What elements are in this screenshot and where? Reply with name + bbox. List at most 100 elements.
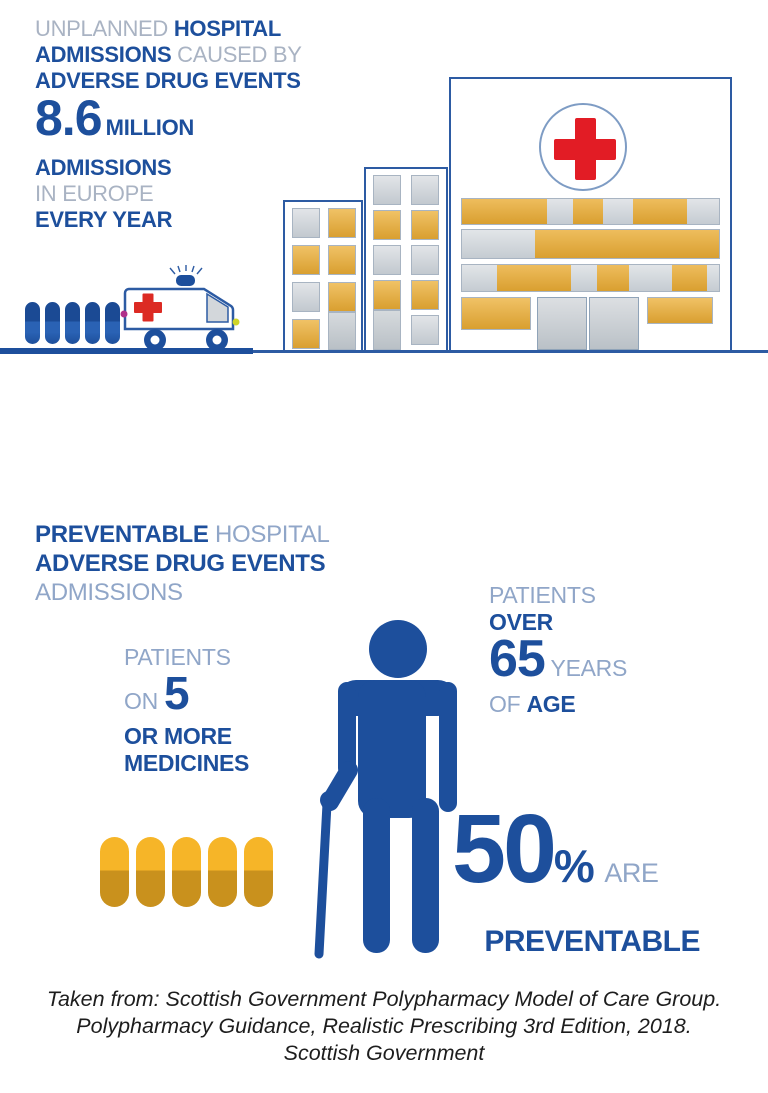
front-light-icon — [232, 318, 240, 326]
heading-text-bold: ADVERSE DRUG EVENTS — [35, 68, 301, 93]
rear-light-icon — [120, 310, 128, 318]
citation-line: Scottish Government — [283, 1041, 485, 1065]
stat-text-bold: OVER — [489, 609, 553, 635]
pill-icon — [25, 302, 40, 344]
door-panel — [537, 297, 587, 350]
stat-text-bold: AGE — [526, 691, 576, 717]
stat-text-bold: PREVENTABLE — [484, 925, 700, 958]
red-cross-icon — [574, 118, 596, 180]
window-band — [461, 198, 720, 225]
window — [292, 282, 320, 312]
heading-line-2: ADMISSIONS CAUSED BY — [35, 42, 302, 68]
heading-text-light: CAUSED BY — [177, 42, 302, 67]
window-segment — [462, 199, 548, 224]
stat-8-6-million: 8.6 MILLION — [35, 93, 302, 155]
heading-text-bold: EVERY YEAR — [35, 207, 173, 232]
window-segment — [632, 199, 688, 224]
wheels — [144, 329, 228, 351]
heading-line-3: ADMISSIONS — [35, 578, 330, 607]
red-cross-circle-icon — [539, 103, 627, 191]
stat-text-light: OF — [489, 691, 521, 717]
window — [411, 280, 439, 310]
window-segment — [535, 230, 719, 258]
door-panel — [589, 297, 639, 350]
stat-patients-on-5: PATIENTS ON 5 OR MORE MEDICINES — [124, 644, 249, 777]
heading-line-2: ADVERSE DRUG EVENTS — [35, 549, 330, 578]
heading-line-1: UNPLANNED HOSPITAL — [35, 16, 302, 42]
window — [292, 319, 320, 349]
walking-cane-icon — [314, 799, 332, 959]
window-segment — [462, 265, 497, 291]
window-segment — [687, 199, 719, 224]
heading-line-6: IN EUROPE — [35, 181, 302, 207]
window — [373, 280, 401, 310]
hospital-door — [537, 297, 639, 350]
stat-text-bold: MEDICINES — [124, 750, 250, 776]
window-segment — [573, 199, 603, 224]
stat-text-light: PATIENTS — [489, 582, 596, 608]
heading-line-3: ADVERSE DRUG EVENTS — [35, 68, 302, 94]
pill-icon — [65, 302, 80, 344]
heading-text-bold: HOSPITAL — [173, 16, 282, 41]
person-leg-left — [363, 798, 390, 953]
window — [328, 245, 356, 275]
heading-text-light: ADMISSIONS — [35, 579, 183, 606]
hospital-building — [449, 77, 732, 352]
person-forearm — [321, 761, 358, 811]
window-segment — [571, 265, 597, 291]
stat-number: 5 — [164, 667, 190, 719]
elderly-person-icon — [314, 620, 457, 959]
heading-line-1: PREVENTABLE HOSPITAL — [35, 520, 330, 549]
citation-line: Taken from: Scottish Government Polyphar… — [46, 987, 722, 1011]
ground-line-thick — [0, 348, 253, 354]
heading-text-bold: ADMISSIONS — [35, 42, 172, 67]
window-segment — [547, 199, 574, 224]
stat-over-65: PATIENTS OVER 65 YEARS OF AGE — [489, 582, 627, 718]
stat-text-light: YEARS — [550, 655, 628, 681]
stat-number-line: ON 5 — [124, 670, 249, 723]
ambulance-cross-icon — [134, 293, 162, 322]
window — [373, 175, 401, 205]
window-segment — [496, 265, 572, 291]
stat-number-line: 65 YEARS — [489, 633, 628, 691]
stat-50-percent-preventable: 50% ARE PREVENTABLE — [452, 800, 701, 959]
stat-unit: MILLION — [105, 115, 195, 140]
window — [373, 210, 401, 240]
window — [411, 210, 439, 240]
person-leg-right — [412, 798, 439, 953]
citation-line: Polypharmacy Guidance, Realistic Prescri… — [76, 1014, 692, 1038]
stat-text-bold: OR MORE — [124, 723, 232, 749]
stat-text-light: ARE — [604, 858, 659, 888]
section1-heading: UNPLANNED HOSPITAL ADMISSIONS CAUSED BY … — [35, 16, 302, 233]
window — [411, 315, 439, 345]
blue-pills-icon — [25, 302, 120, 344]
gold-pills-icon — [100, 837, 273, 907]
stat-number: 8.6 — [35, 90, 103, 146]
window-segment — [602, 199, 633, 224]
window-band — [461, 229, 720, 259]
window — [292, 245, 320, 275]
windshield — [206, 292, 229, 323]
pill-icon — [100, 837, 129, 907]
person-head — [369, 620, 427, 678]
pill-icon — [208, 837, 237, 907]
building-mid — [364, 167, 448, 352]
stat-text-light: PATIENTS — [124, 644, 231, 670]
heading-text-light: UNPLANNED — [35, 16, 168, 41]
building-small — [283, 200, 363, 352]
window — [373, 245, 401, 275]
window — [328, 208, 356, 238]
window-segment — [596, 265, 629, 291]
window — [411, 175, 439, 205]
stat-line-of-age: OF AGE — [489, 691, 627, 718]
door — [328, 312, 356, 350]
person-arm-right — [439, 682, 457, 812]
window-band — [461, 264, 720, 292]
window — [328, 282, 356, 312]
section2-heading: PREVENTABLE HOSPITAL ADVERSE DRUG EVENTS… — [35, 520, 330, 607]
citation: Taken from: Scottish Government Polyphar… — [0, 986, 768, 1067]
ambulance-icon — [120, 265, 240, 351]
ground-line — [0, 350, 768, 353]
stat-number: 65 — [489, 630, 546, 688]
